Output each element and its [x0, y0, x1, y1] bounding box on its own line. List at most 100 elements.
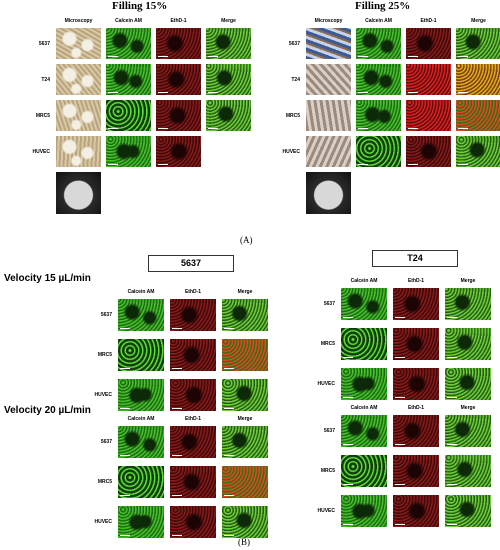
col-header-calcein-am: Calcein AM: [350, 405, 378, 411]
velocity-20-label: Velocity 20 µL/min: [4, 405, 91, 416]
row-label-mrc5: MRC5: [97, 352, 112, 358]
image-mrc5-calcein-am: [117, 465, 165, 499]
col-header-calcein-am: Calcein AM: [127, 416, 155, 422]
image-5637-calcein-am: [340, 287, 388, 321]
scale-bar: [395, 444, 405, 445]
image-huvec-ethd-1: [405, 135, 452, 168]
image-mrc5-ethd-1: [392, 327, 440, 361]
image-5637-ethd-1: [392, 414, 440, 448]
scale-bar: [108, 164, 118, 165]
scale-bar: [120, 495, 130, 496]
scale-bar: [224, 495, 234, 496]
scale-bar: [120, 455, 130, 456]
scale-bar: [158, 164, 168, 165]
col-header-microscopy: Microscopy: [314, 18, 343, 24]
image-5637-calcein-am: [117, 425, 165, 459]
panel-b-5637-v15: Calcein AM EthD-1 Merge 5637 MRC5 HUVEC: [75, 289, 269, 419]
row-label-huvec: HUVEC: [32, 148, 50, 155]
scale-bar: [172, 328, 182, 329]
scale-bar: [395, 484, 405, 485]
image-5637-microscopy: [55, 27, 102, 60]
row-label-mrc5: MRC5: [285, 112, 300, 119]
row-label-5637: 5637: [100, 312, 112, 318]
image-mrc5-calcein-am: [355, 99, 402, 132]
filling-15-title: Filling 15%: [112, 0, 168, 12]
image-5637-ethd-1: [169, 425, 217, 459]
row-label-huvec: HUVEC: [94, 519, 112, 525]
image-t24-ethd-1: [155, 63, 202, 96]
scale-bar: [408, 56, 418, 57]
scale-bar: [172, 495, 182, 496]
scale-bar: [408, 164, 418, 165]
row-label-huvec: HUVEC: [282, 148, 300, 155]
scale-bar: [358, 56, 368, 57]
row-label-t24: T24: [291, 76, 300, 83]
panel-a-left-grid: Microscopy Calcein AM EthD-1 Merge 5637 T24 MR…: [0, 0, 252, 240]
scale-bar: [343, 357, 353, 358]
group-label-t24: T24: [372, 250, 458, 267]
image-5637-ethd-1: [392, 287, 440, 321]
scale-bar: [172, 535, 182, 536]
col-header-calcein-am: Calcein AM: [365, 18, 392, 24]
scale-bar: [447, 444, 457, 445]
scale-bar: [224, 408, 234, 409]
image-5637-merge: [455, 27, 500, 60]
scale-bar: [408, 128, 418, 129]
image-mrc5-ethd-1: [392, 454, 440, 488]
scale-bar: [343, 444, 353, 445]
image-t24-merge: [455, 63, 500, 96]
image-huvec-calcein-am: [117, 378, 165, 412]
scale-bar: [343, 317, 353, 318]
scale-bar: [447, 524, 457, 525]
scale-bar: [224, 328, 234, 329]
image-mrc5-calcein-am: [105, 99, 152, 132]
image-5637-ethd-1: [405, 27, 452, 60]
scale-bar: [224, 535, 234, 536]
panel-a-right-grid: Microscopy Calcein AM EthD-1 Merge 5637 T24 MR…: [250, 0, 500, 240]
image-huvec-ethd-1: [169, 505, 217, 539]
image-huvec-merge: [444, 494, 492, 528]
row-label-huvec: HUVEC: [317, 508, 335, 514]
col-header-calcein-am: Calcein AM: [127, 289, 155, 295]
row-label-5637: 5637: [323, 301, 335, 307]
group-label-5637: 5637: [148, 255, 234, 272]
col-header-ethd-1: EthD-1: [420, 18, 437, 24]
scale-bar: [447, 357, 457, 358]
image-t24-calcein-am: [355, 63, 402, 96]
image-5637-calcein-am: [117, 298, 165, 332]
row-label-mrc5: MRC5: [35, 112, 50, 119]
scale-bar: [158, 56, 168, 57]
col-header-merge: Merge: [221, 18, 236, 24]
image-5637-ethd-1: [155, 27, 202, 60]
image-huvec-ethd-1: [155, 135, 202, 168]
image-huvec-merge: [221, 505, 269, 539]
scale-bar: [172, 455, 182, 456]
image-mrc5-ethd-1: [169, 465, 217, 499]
image-huvec-merge: [444, 367, 492, 401]
image-t24-calcein-am: [105, 63, 152, 96]
scale-bar: [108, 92, 118, 93]
image-5637-calcein-am: [355, 27, 402, 60]
scale-bar: [447, 317, 457, 318]
image-5637-microscopy: [305, 27, 352, 60]
scale-bar: [447, 397, 457, 398]
image-5637-calcein-am: [340, 414, 388, 448]
image-mrc5-ethd-1: [405, 99, 452, 132]
scale-bar: [208, 128, 218, 129]
col-header-ethd-1: EthD-1: [170, 18, 187, 24]
scale-bar: [208, 56, 218, 57]
dish-photo: [305, 171, 352, 215]
scale-bar: [224, 368, 234, 369]
image-mrc5-merge: [455, 99, 500, 132]
image-mrc5-calcein-am: [340, 327, 388, 361]
image-huvec-merge: [455, 135, 500, 168]
scale-bar: [395, 357, 405, 358]
image-mrc5-merge: [444, 327, 492, 361]
scale-bar: [120, 328, 130, 329]
row-label-mrc5: MRC5: [320, 341, 335, 347]
image-mrc5-ethd-1: [155, 99, 202, 132]
image-mrc5-microscopy: [55, 99, 102, 132]
scale-bar: [120, 408, 130, 409]
scale-bar: [343, 397, 353, 398]
image-huvec-microscopy: [305, 135, 352, 168]
